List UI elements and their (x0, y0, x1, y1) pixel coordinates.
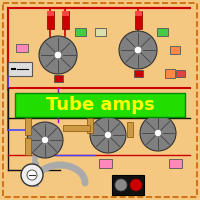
Circle shape (119, 31, 157, 69)
Bar (87, 118, 93, 133)
Bar (98, 158, 112, 168)
Bar (16, 44, 28, 52)
Circle shape (27, 170, 37, 180)
Circle shape (130, 179, 142, 191)
Bar (62, 11, 68, 16)
Bar (25, 118, 31, 135)
Circle shape (90, 117, 126, 153)
Bar (8, 62, 32, 76)
Bar (95, 28, 106, 36)
Text: Tube amps: Tube amps (46, 96, 154, 114)
Circle shape (134, 46, 142, 54)
Bar (134, 11, 142, 16)
Bar (112, 175, 144, 195)
Bar (46, 11, 54, 16)
Bar (74, 28, 86, 36)
Bar (170, 46, 180, 54)
Circle shape (104, 131, 112, 139)
Bar (176, 70, 184, 76)
Circle shape (154, 129, 162, 137)
Circle shape (140, 115, 176, 151)
Circle shape (115, 179, 127, 191)
Bar (25, 138, 31, 155)
Bar (156, 28, 168, 36)
Circle shape (27, 122, 63, 158)
Bar (168, 158, 182, 168)
Circle shape (41, 136, 49, 144)
Circle shape (39, 36, 77, 74)
Bar (63, 125, 90, 131)
Bar (134, 70, 142, 76)
Bar (62, 11, 68, 29)
Bar (15, 93, 185, 117)
Bar (46, 11, 54, 29)
Bar (127, 122, 133, 137)
Circle shape (54, 51, 62, 59)
Bar (54, 74, 62, 82)
Bar (165, 68, 175, 77)
Bar (134, 11, 142, 29)
Circle shape (21, 164, 43, 186)
